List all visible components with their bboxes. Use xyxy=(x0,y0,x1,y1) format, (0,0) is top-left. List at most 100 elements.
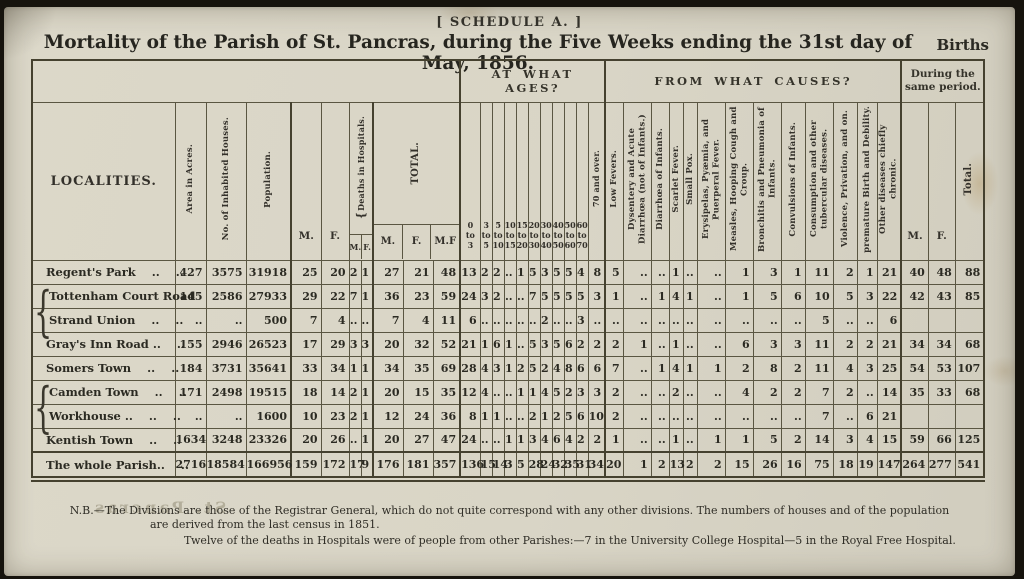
value-cell: 2946 xyxy=(205,331,247,357)
value-cell: 3 xyxy=(587,379,606,405)
value-cell: .. xyxy=(682,307,698,333)
cause-label-6: Measles, Hooping Cough and Croup. xyxy=(728,106,750,252)
value-cell: 1 xyxy=(360,283,374,309)
value-cell: 1 xyxy=(503,355,517,381)
blank-header-cell xyxy=(31,59,461,103)
inhabited-houses-column-header-label: No. of Inhabited Houses. xyxy=(220,117,231,241)
value-cell: 1 xyxy=(491,403,505,429)
value-cell: 3 xyxy=(503,451,517,480)
value-cell: .. xyxy=(515,307,529,333)
value-cell: 5 xyxy=(832,283,858,309)
value-cell: 9 xyxy=(360,451,374,480)
value-cell: 5 xyxy=(604,259,624,285)
value-cell: 3 xyxy=(575,307,589,333)
locality-name: Strand Union .. .. xyxy=(31,307,183,333)
value-cell: 34 xyxy=(587,451,606,480)
value-cell: 85 xyxy=(954,283,985,309)
value-cell: 1 xyxy=(856,259,878,285)
value-cell: 6 xyxy=(551,427,565,453)
total-label: TOTAL. xyxy=(410,141,422,185)
value-cell: 5 xyxy=(551,331,565,357)
value-cell: 1 xyxy=(360,427,374,453)
value-cell: 2 xyxy=(587,331,606,357)
value-cell: .. xyxy=(515,403,529,429)
value-cell: 66 xyxy=(927,427,956,453)
value-cell: .. xyxy=(650,331,670,357)
value-cell: 181 xyxy=(402,451,434,480)
value-cell: 2 xyxy=(832,331,858,357)
value-cell: .. xyxy=(752,403,782,429)
value-cell: 8 xyxy=(587,259,606,285)
value-cell: .. xyxy=(479,307,493,333)
value-cell: 1 xyxy=(650,355,670,381)
value-cell: 23326 xyxy=(245,427,292,453)
value-cell: .. xyxy=(752,307,782,333)
value-cell: 4 xyxy=(479,379,493,405)
value-cell: 159 xyxy=(290,451,322,480)
value-cell: 7 xyxy=(527,283,541,309)
value-cell: 2 xyxy=(575,331,589,357)
value-cell: 1 xyxy=(668,259,684,285)
value-cell: 5 xyxy=(563,259,577,285)
value-cell: .. xyxy=(479,427,493,453)
value-cell: 184 xyxy=(174,355,207,381)
value-cell: .. xyxy=(682,403,698,429)
cause-column-header-7: Bronchitis and Pneumonia of Infants. xyxy=(752,101,782,261)
value-cell: 1 xyxy=(682,355,698,381)
age-column-header-3: 10 to 15 xyxy=(503,101,517,261)
value-cell: 28 xyxy=(527,451,544,480)
value-cell: 2 xyxy=(348,259,362,285)
value-cell: 3 xyxy=(587,283,606,309)
value-cell: 1 xyxy=(515,379,529,405)
value-cell: 3 xyxy=(856,355,878,381)
value-cell: 4 xyxy=(551,355,565,381)
value-cell: 7 xyxy=(290,307,322,333)
age-column-header-1: 3 to 5 xyxy=(479,101,493,261)
value-cell: 48 xyxy=(927,259,956,285)
value-cell: 24 xyxy=(459,427,481,453)
value-cell: 20 xyxy=(372,379,404,405)
total-female-label: F. xyxy=(411,236,422,247)
value-cell: 35 xyxy=(432,379,461,405)
value-cell: 2 xyxy=(668,379,684,405)
value-cell: 3 xyxy=(832,427,858,453)
value-cell: 23 xyxy=(320,403,350,429)
age-column-header-0: 0 to 3 xyxy=(459,101,481,261)
value-cell: 10 xyxy=(804,283,834,309)
value-cell: 2 xyxy=(348,403,362,429)
locality-name: Gray's Inn Road .. .. xyxy=(31,331,185,357)
value-cell: 6 xyxy=(780,283,806,309)
value-cell: 2 xyxy=(780,427,806,453)
total-male-label: M. xyxy=(380,236,396,247)
cause-label-5: Erysipelas, Pyæmia, and Puerperal Fever. xyxy=(700,118,722,240)
value-cell: 35641 xyxy=(245,355,292,381)
value-cell: 2 xyxy=(539,355,553,381)
value-cell: 2 xyxy=(650,451,670,480)
value-cell: 21 xyxy=(459,331,481,357)
locality-row: Regent's Park .. .. 427 3575 31918 25 20 2 1 27 2… xyxy=(31,259,985,285)
hospital-male-label-cell: M. xyxy=(350,235,362,259)
value-cell: .. xyxy=(780,403,806,429)
value-cell: 1 xyxy=(682,283,698,309)
cause-label-11: premature Birth and Debility. xyxy=(861,105,872,253)
age-label-3: 10 to 15 xyxy=(504,219,516,250)
value-cell: .. xyxy=(551,307,565,333)
value-cell: 1 xyxy=(348,355,362,381)
value-cell: 5 xyxy=(539,283,553,309)
value-cell: 1 xyxy=(360,355,374,381)
value-cell: 21 xyxy=(876,259,902,285)
inhabited-houses-column-header: No. of Inhabited Houses. xyxy=(205,101,247,261)
value-cell: 2 xyxy=(515,355,529,381)
locality-name: The whole Parish.. .. xyxy=(31,451,189,480)
value-cell: .. xyxy=(515,283,529,309)
value-cell: .. xyxy=(604,307,624,333)
population-column-header: Population. xyxy=(245,101,292,261)
value-cell: 16 xyxy=(780,451,806,480)
hospital-brace-icon: } xyxy=(355,211,369,219)
value-cell: 2 xyxy=(479,259,493,285)
cause-column-header-10: Violence, Privation, and on. xyxy=(832,101,858,261)
value-cell: 171 xyxy=(174,379,207,405)
value-cell: 20 xyxy=(320,259,350,285)
value-cell: 18 xyxy=(290,379,322,405)
value-cell: 1 xyxy=(539,403,553,429)
